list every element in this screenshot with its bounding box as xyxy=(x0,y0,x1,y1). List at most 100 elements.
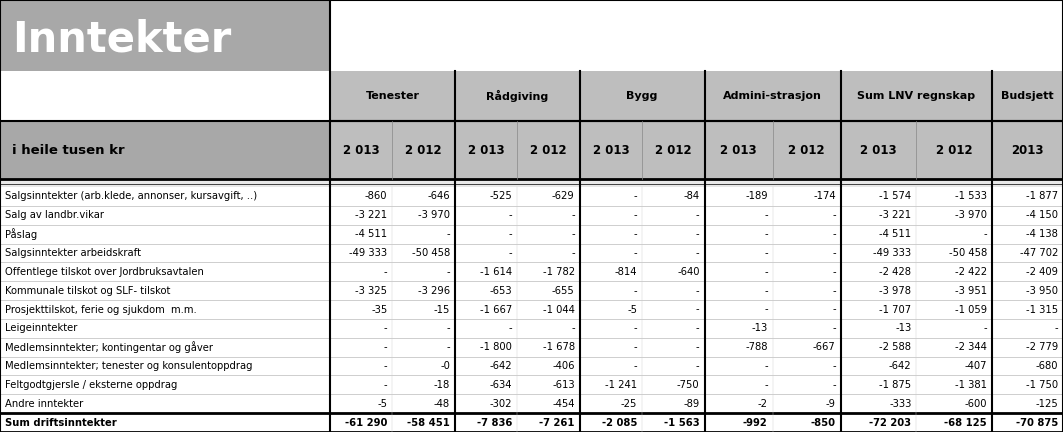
Bar xyxy=(0,179,1063,187)
Text: -: - xyxy=(571,210,575,220)
Bar xyxy=(0,244,1063,262)
Text: 2 013: 2 013 xyxy=(468,143,505,157)
Text: -: - xyxy=(764,210,767,220)
Text: -: - xyxy=(446,324,450,334)
Text: -: - xyxy=(832,361,836,371)
Bar xyxy=(0,394,1063,413)
Text: -1 533: -1 533 xyxy=(955,191,988,201)
Text: -1 877: -1 877 xyxy=(1026,191,1058,201)
Text: -: - xyxy=(446,229,450,239)
Text: -: - xyxy=(832,210,836,220)
Text: -600: -600 xyxy=(964,399,988,409)
Bar xyxy=(0,375,1063,394)
Text: -814: -814 xyxy=(614,267,637,277)
Text: -1 563: -1 563 xyxy=(664,418,699,428)
Text: 2 012: 2 012 xyxy=(655,143,692,157)
Text: -50 458: -50 458 xyxy=(411,248,450,258)
Text: -2 428: -2 428 xyxy=(879,267,911,277)
Text: -642: -642 xyxy=(889,361,911,371)
Text: -13: -13 xyxy=(752,324,767,334)
Text: -: - xyxy=(832,380,836,390)
Text: -: - xyxy=(571,229,575,239)
Text: -680: -680 xyxy=(1035,361,1058,371)
Text: -: - xyxy=(983,229,988,239)
Bar xyxy=(331,121,1063,179)
Text: -613: -613 xyxy=(552,380,575,390)
Text: -3 970: -3 970 xyxy=(955,210,988,220)
Text: -3 221: -3 221 xyxy=(879,210,911,220)
Text: -7 836: -7 836 xyxy=(477,418,512,428)
Text: -: - xyxy=(764,248,767,258)
Text: -: - xyxy=(384,342,388,352)
Text: Feltgodtgjersle / eksterne oppdrag: Feltgodtgjersle / eksterne oppdrag xyxy=(5,380,178,390)
Text: -1 044: -1 044 xyxy=(543,305,575,314)
Text: Sum driftsinntekter: Sum driftsinntekter xyxy=(5,418,117,428)
Text: -406: -406 xyxy=(553,361,575,371)
Text: -3 221: -3 221 xyxy=(355,210,388,220)
Text: -: - xyxy=(696,342,699,352)
Text: -: - xyxy=(696,248,699,258)
Text: Leigeinntekter: Leigeinntekter xyxy=(5,324,78,334)
Text: Budsjett: Budsjett xyxy=(1001,91,1053,101)
Text: -4 511: -4 511 xyxy=(879,229,911,239)
Text: -: - xyxy=(696,286,699,295)
Text: -: - xyxy=(764,361,767,371)
Bar xyxy=(0,357,1063,375)
Text: -: - xyxy=(696,305,699,314)
Text: -2 588: -2 588 xyxy=(879,342,911,352)
Text: -1 782: -1 782 xyxy=(542,267,575,277)
Text: -3 950: -3 950 xyxy=(1026,286,1058,295)
Text: Salg av landbr.vikar: Salg av landbr.vikar xyxy=(5,210,104,220)
Text: -2 422: -2 422 xyxy=(955,267,988,277)
Text: Bygg: Bygg xyxy=(626,91,658,101)
Text: -48: -48 xyxy=(434,399,450,409)
Text: -125: -125 xyxy=(1035,399,1058,409)
Text: -: - xyxy=(509,324,512,334)
Text: -302: -302 xyxy=(490,399,512,409)
Text: -50 458: -50 458 xyxy=(949,248,988,258)
Text: Tenester: Tenester xyxy=(366,91,420,101)
Text: -: - xyxy=(832,229,836,239)
Bar xyxy=(0,300,1063,319)
Text: -2: -2 xyxy=(758,399,767,409)
Text: -646: -646 xyxy=(427,191,450,201)
Text: 2013: 2013 xyxy=(1011,143,1044,157)
Text: -9: -9 xyxy=(826,399,836,409)
Text: -2 409: -2 409 xyxy=(1026,267,1058,277)
Text: -61 290: -61 290 xyxy=(345,418,388,428)
Bar xyxy=(0,281,1063,300)
Text: -1 315: -1 315 xyxy=(1026,305,1058,314)
Text: -: - xyxy=(832,305,836,314)
Text: -: - xyxy=(764,229,767,239)
Text: Admini-strasjon: Admini-strasjon xyxy=(723,91,822,101)
Text: -: - xyxy=(509,248,512,258)
Text: -5: -5 xyxy=(627,305,637,314)
Text: -: - xyxy=(764,305,767,314)
Text: -992: -992 xyxy=(743,418,767,428)
Text: -454: -454 xyxy=(553,399,575,409)
Text: -174: -174 xyxy=(813,191,836,201)
Text: -58 451: -58 451 xyxy=(407,418,450,428)
Text: -: - xyxy=(446,267,450,277)
Text: -: - xyxy=(446,342,450,352)
Text: -3 970: -3 970 xyxy=(418,210,450,220)
Text: -15: -15 xyxy=(434,305,450,314)
Text: -: - xyxy=(509,210,512,220)
Text: -: - xyxy=(571,248,575,258)
Text: -1 667: -1 667 xyxy=(480,305,512,314)
Text: -49 333: -49 333 xyxy=(874,248,911,258)
Text: 2 012: 2 012 xyxy=(405,143,442,157)
Text: -: - xyxy=(384,267,388,277)
Text: -: - xyxy=(634,342,637,352)
Bar xyxy=(0,319,1063,338)
Text: -4 511: -4 511 xyxy=(355,229,388,239)
Text: 2 013: 2 013 xyxy=(593,143,629,157)
Text: -: - xyxy=(696,229,699,239)
Text: -407: -407 xyxy=(964,361,988,371)
Text: -0: -0 xyxy=(440,361,450,371)
Text: -7 261: -7 261 xyxy=(539,418,575,428)
Text: -634: -634 xyxy=(490,380,512,390)
Bar xyxy=(331,71,1063,121)
Text: -2 344: -2 344 xyxy=(956,342,988,352)
Text: -3 951: -3 951 xyxy=(955,286,988,295)
